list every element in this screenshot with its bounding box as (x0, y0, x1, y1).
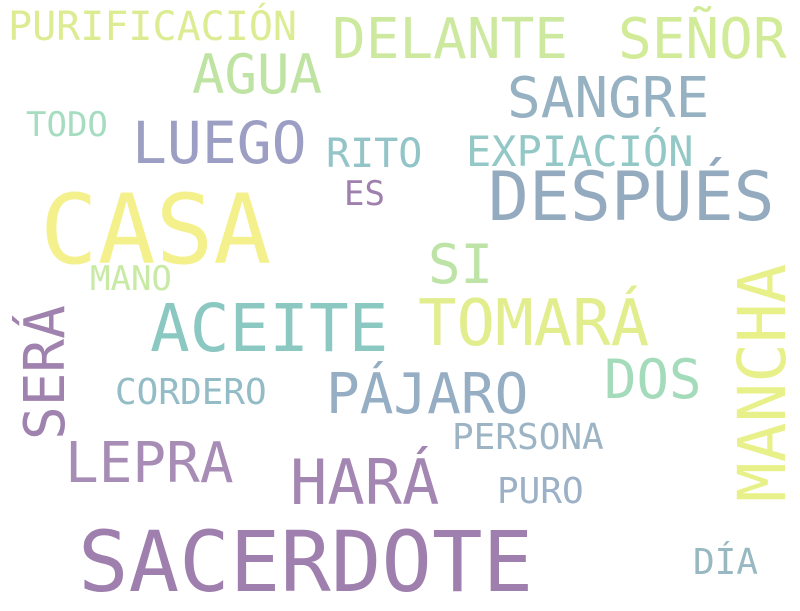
word-lepra: LEPRA (65, 431, 234, 496)
word-mano: MANO (90, 259, 172, 299)
word-si: SI (428, 233, 494, 296)
word-dos: DOS (604, 348, 702, 411)
word-luego: LUEGO (132, 109, 307, 177)
word-todo: TODO (26, 105, 108, 145)
word-sera: SERÁ (13, 305, 78, 440)
word-dia: DÍA (693, 542, 759, 583)
word-persona: PERSONA (452, 417, 604, 458)
word-sacerdote: SACERDOTE (78, 513, 534, 611)
word-despues: DESPUÉS (488, 158, 775, 237)
word-mancha: MANCHA (724, 263, 800, 502)
word-es: ES (344, 174, 385, 214)
word-pajaro: PÁJARO (326, 362, 529, 427)
word-expiacion: EXPIACIÓN (466, 127, 694, 176)
word-cordero: CORDERO (115, 372, 267, 413)
word-puro: PURO (497, 471, 584, 512)
word-casa: CASA (40, 174, 272, 286)
word-delante: DELANTE (332, 7, 569, 72)
word-aceite: ACEITE (150, 290, 389, 367)
word-tomara: TOMARÁ (418, 287, 650, 361)
word-senor: SEÑOR (618, 7, 787, 72)
word-sangre: SANGRE (507, 66, 710, 131)
word-hara: HARÁ (290, 446, 440, 519)
word-rito: RITO (326, 131, 423, 177)
word-agua: AGUA (192, 43, 323, 106)
word-purificacion: PURIFICACIÓN (8, 4, 297, 50)
